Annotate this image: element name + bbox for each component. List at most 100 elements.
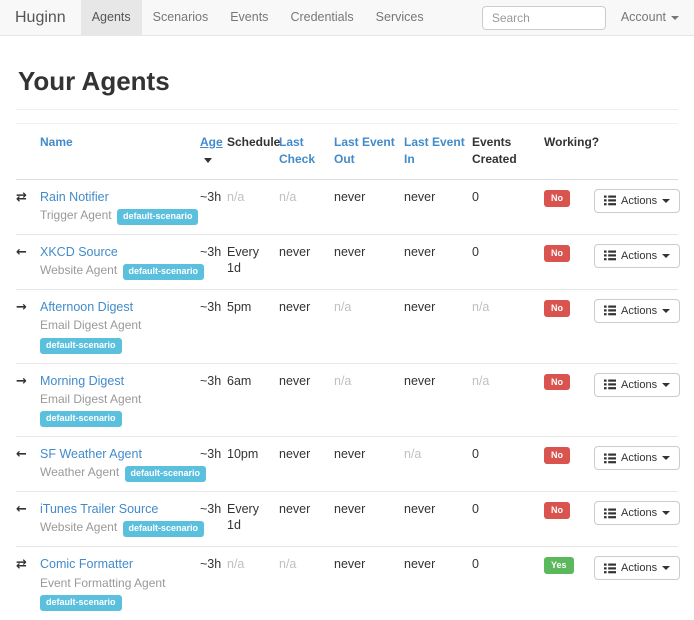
events-created-link[interactable]: 0 (472, 502, 479, 517)
actions-button[interactable]: Actions (594, 446, 681, 471)
arrow-left-icon: ← (16, 244, 27, 260)
actions-button[interactable]: Actions (594, 501, 681, 526)
agents-table: Name Age Schedule Last Check Last Event … (16, 123, 681, 620)
navbar: Huginn Agents Scenarios Events Credentials S… (0, 0, 694, 36)
age-cell: ~3h (200, 234, 227, 290)
transfer-icon: ⇄ (16, 189, 27, 205)
list-icon (604, 305, 616, 316)
column-actions (594, 123, 678, 180)
column-schedule: Schedule (227, 123, 280, 180)
actions-button-label: Actions (621, 249, 658, 262)
agent-name-link[interactable]: SF Weather Agent (40, 447, 142, 462)
scenario-badge[interactable]: default-scenario (124, 466, 207, 483)
list-icon (604, 508, 616, 519)
list-icon (604, 195, 616, 206)
events-created-link[interactable]: 0 (472, 244, 479, 259)
working-cell: No (544, 436, 594, 493)
agent-name-link[interactable]: Rain Notifier (40, 189, 109, 204)
agent-name-link[interactable]: Comic Formatter (40, 557, 134, 572)
agent-subtitle: Website Agent default-scenario (40, 263, 205, 280)
working-cell: No (544, 234, 594, 290)
nav-item-scenarios[interactable]: Scenarios (152, 10, 209, 24)
brand-logo[interactable]: Huginn (15, 9, 66, 26)
actions-button[interactable]: Actions (594, 243, 681, 268)
working-cell: No (544, 179, 594, 235)
last-check-cell: never (279, 234, 334, 290)
agent-subtitle: Email Digest Agent default-scenario (40, 318, 196, 354)
list-icon (604, 250, 616, 261)
agent-type-label: Email Digest Agent (40, 391, 142, 406)
nav-item-credentials[interactable]: Credentials (290, 10, 354, 24)
page-title: Your Agents (18, 66, 170, 96)
last-event-out-cell: never (334, 179, 404, 235)
schedule-cell: Every 1d (227, 491, 279, 548)
agent-name-link[interactable]: iTunes Trailer Source (40, 502, 159, 517)
agent-name-link[interactable]: Morning Digest (40, 373, 125, 388)
table-row: ← XKCD Source Website Agent default-scen… (16, 234, 681, 290)
events-created-link[interactable]: 0 (472, 189, 479, 204)
column-last-check[interactable]: Last Check (279, 123, 334, 180)
account-label: Account (620, 10, 666, 24)
schedule-cell: 5pm (227, 289, 279, 364)
events-created-link[interactable]: 0 (472, 557, 479, 572)
caret-down-icon (671, 15, 679, 20)
agent-type-label: Website Agent (40, 263, 118, 278)
agent-subtitle: Email Digest Agent default-scenario (40, 391, 196, 428)
account-menu[interactable]: Account (614, 0, 694, 35)
search-input[interactable] (481, 6, 606, 30)
events-created-link[interactable]: 0 (472, 447, 479, 462)
table-row: ⇄ Rain Notifier Trigger Agent default-sc… (16, 179, 681, 235)
working-badge: No (544, 502, 570, 519)
scenario-badge[interactable]: default-scenario (40, 337, 122, 354)
actions-button[interactable]: Actions (594, 556, 681, 581)
actions-button-label: Actions (621, 378, 658, 391)
nav-item-agents[interactable]: Agents (80, 0, 142, 35)
divider (16, 109, 678, 110)
nav-item-events[interactable]: Events (230, 10, 269, 24)
column-last-event-out[interactable]: Last Event Out (334, 123, 404, 180)
sort-desc-icon (204, 157, 212, 163)
last-event-out-cell: n/a (334, 363, 404, 438)
agent-subtitle: Event Formatting Agent default-scenario (40, 576, 196, 611)
actions-button-label: Actions (621, 452, 658, 465)
scenario-badge[interactable]: default-scenario (40, 411, 122, 428)
caret-down-icon (662, 382, 671, 387)
column-last-event-in[interactable]: Last Event In (404, 123, 472, 180)
scenario-badge[interactable]: default-scenario (122, 521, 205, 538)
age-cell: ~3h (200, 557, 222, 572)
last-event-out-cell: never (334, 436, 404, 493)
column-working: Working? (544, 123, 599, 180)
scenario-badge[interactable]: default-scenario (116, 209, 199, 225)
column-age[interactable]: Age (200, 123, 227, 180)
events-created-cell: 0 (472, 491, 544, 548)
events-created-cell: n/a (472, 289, 544, 364)
actions-button[interactable]: Actions (594, 298, 681, 323)
agent-name-link[interactable]: Afternoon Digest (40, 299, 134, 314)
scenario-badge[interactable]: default-scenario (122, 264, 205, 280)
last-check-cell: never (279, 363, 334, 438)
nav-item-services[interactable]: Services (375, 10, 424, 24)
agent-name-link[interactable]: XKCD Source (40, 244, 118, 259)
events-created-cell: 0 (472, 234, 544, 290)
last-event-out-cell: never (334, 234, 404, 290)
transfer-icon: ⇄ (16, 557, 27, 573)
actions-button[interactable]: Actions (594, 188, 681, 213)
agent-subtitle: Trigger Agent default-scenario (40, 208, 199, 225)
last-check-cell: never (279, 436, 334, 493)
table-row: ← iTunes Trailer Source Website Agent de… (16, 491, 681, 548)
actions-button-label: Actions (621, 194, 658, 207)
scenario-badge[interactable]: default-scenario (40, 595, 122, 611)
agent-type-label: Trigger Agent (40, 208, 112, 223)
last-check-cell: n/a (279, 557, 297, 572)
actions-button-label: Actions (621, 507, 658, 520)
column-name[interactable]: Name (40, 123, 200, 180)
working-badge: No (544, 244, 570, 262)
last-event-in-cell: never (404, 289, 472, 364)
column-icon (16, 123, 40, 180)
working-cell: No (544, 363, 594, 438)
arrow-left-icon: ← (16, 502, 27, 518)
actions-button[interactable]: Actions (594, 372, 681, 397)
last-check-cell: never (279, 289, 334, 364)
age-cell: ~3h (200, 491, 227, 548)
last-event-in-cell: never (404, 557, 436, 572)
